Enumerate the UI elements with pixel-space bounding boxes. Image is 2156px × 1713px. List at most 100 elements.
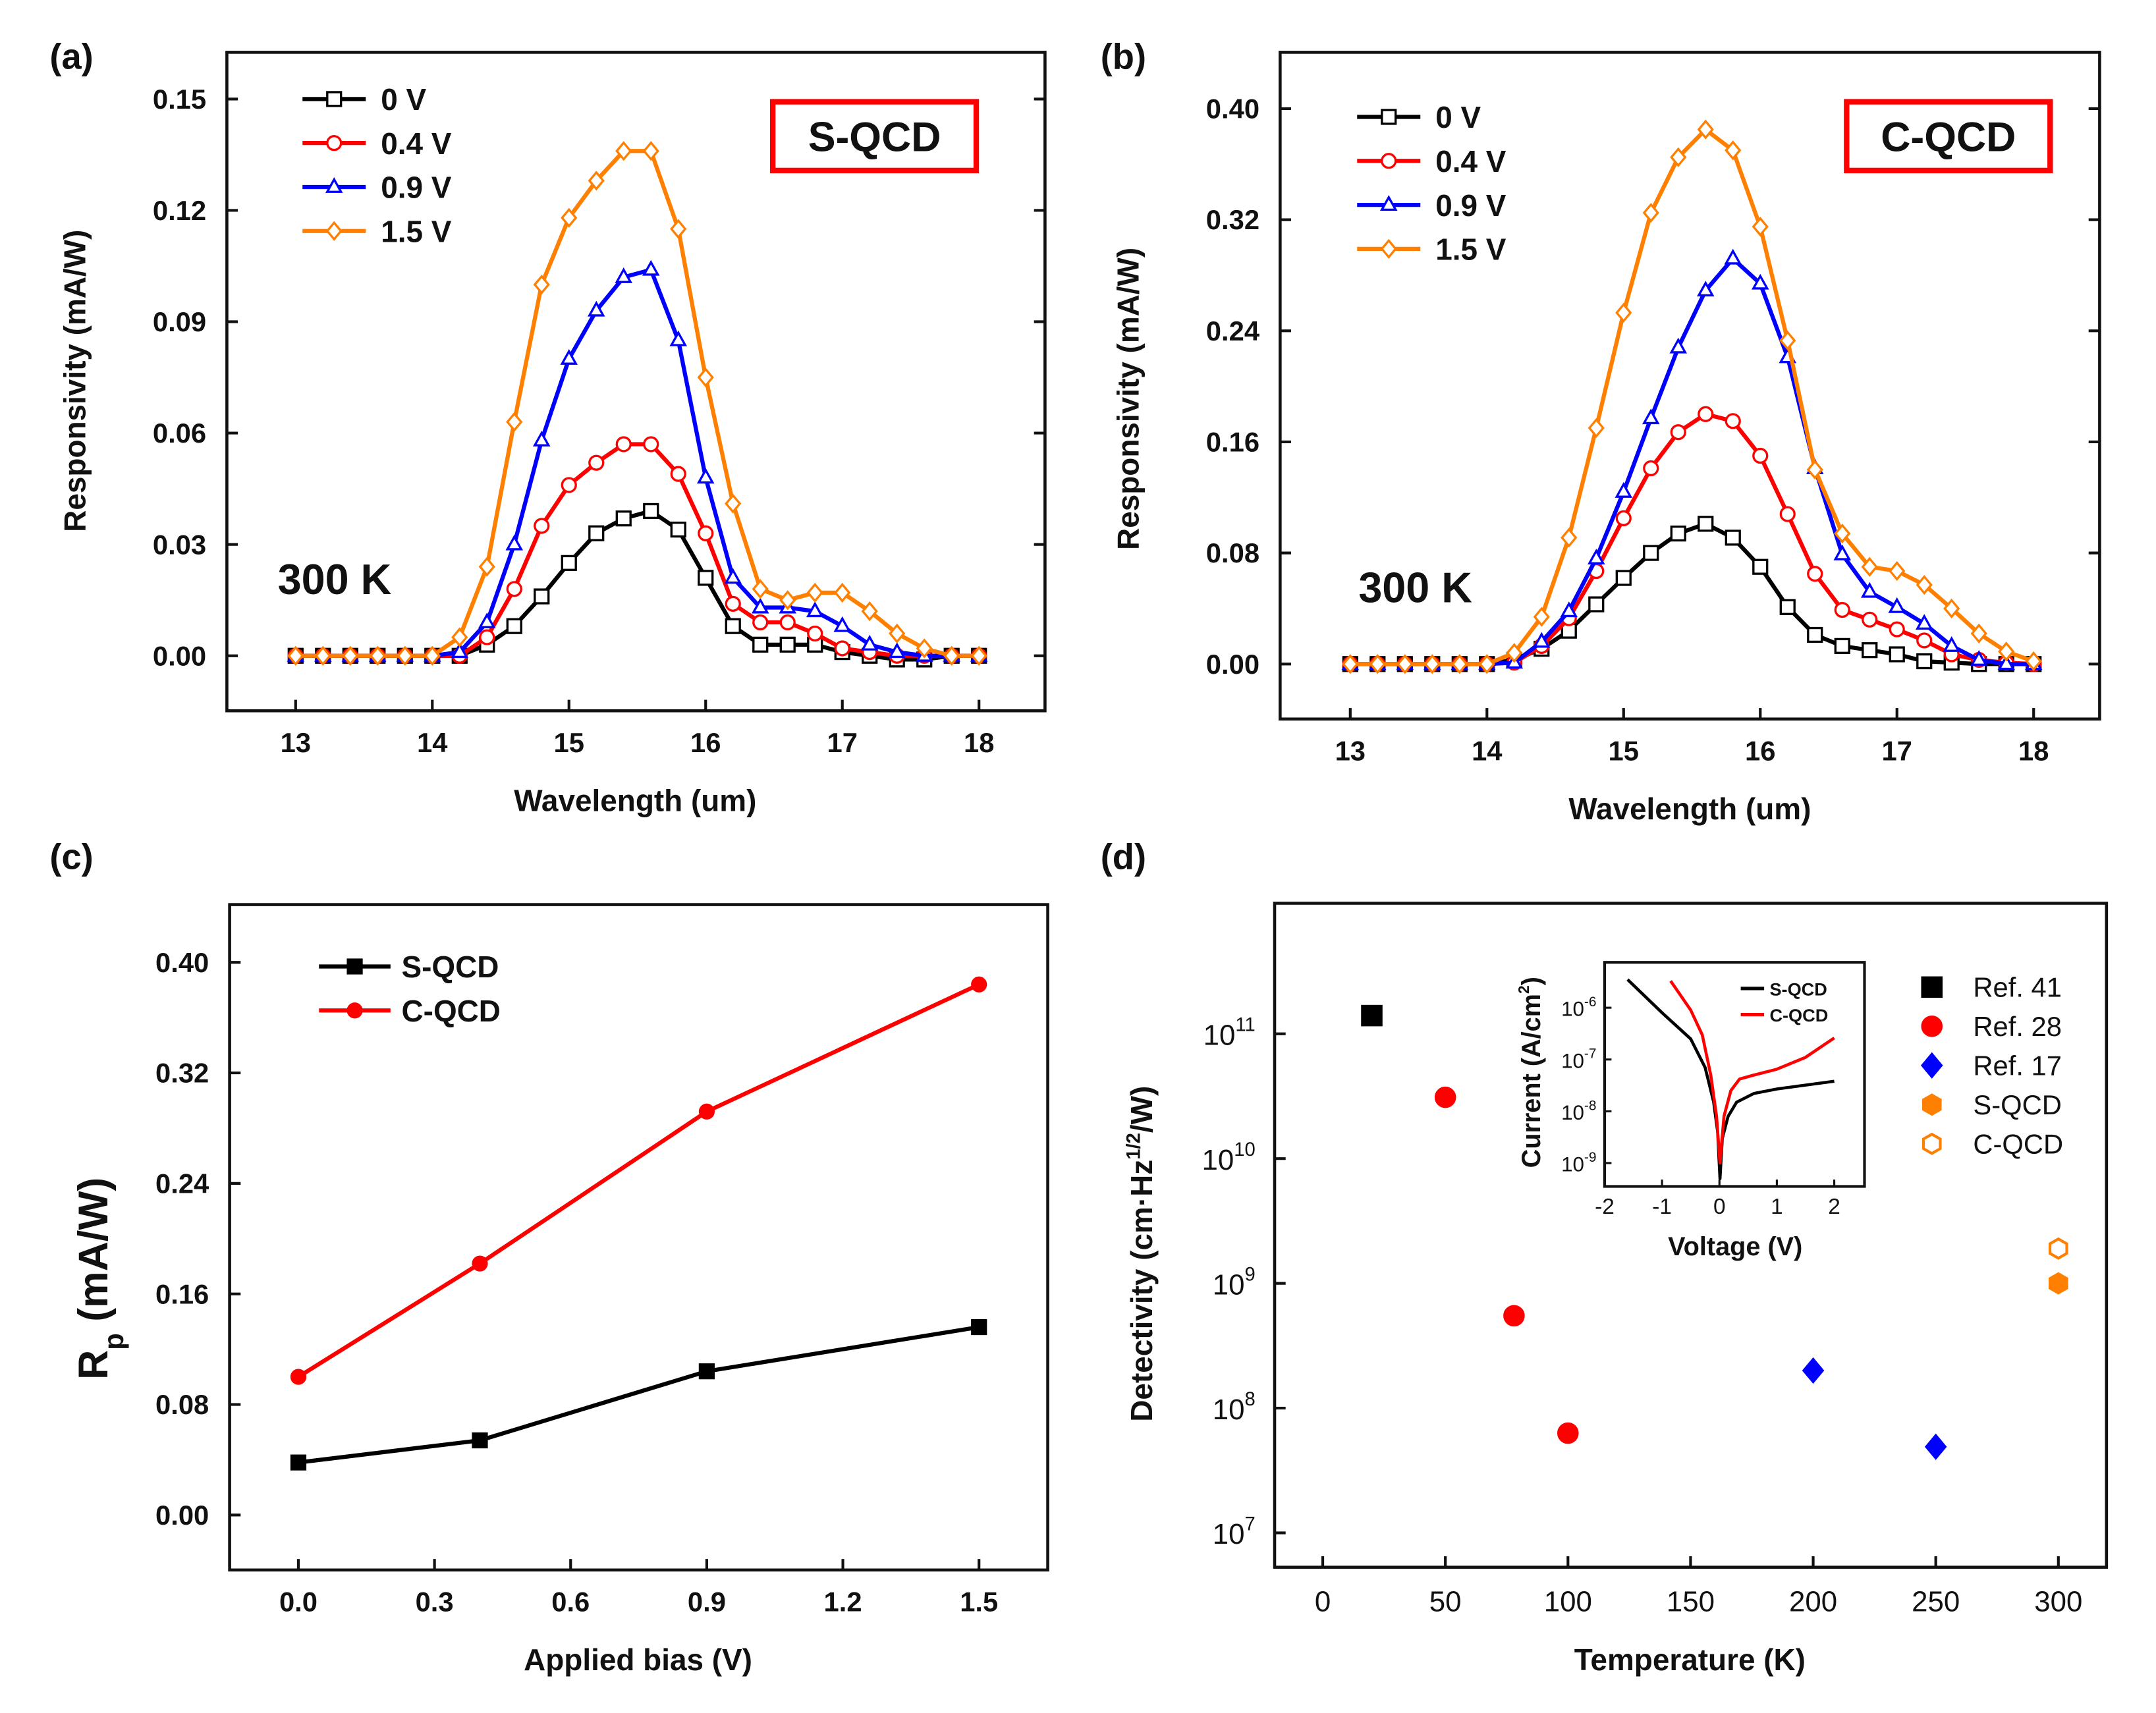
data-point — [1916, 574, 1933, 595]
y-axis-label: Detectivity (cm·Hz1/2/W) — [1123, 1086, 1159, 1422]
series-line — [298, 1324, 980, 1465]
legend-marker — [1921, 976, 1943, 998]
x-tick-label: 0.0 — [279, 1586, 318, 1617]
legend-label: C-QCD — [402, 994, 501, 1028]
data-point — [587, 300, 605, 317]
data-point — [1802, 1357, 1825, 1384]
tick-base: 10 — [1561, 1153, 1584, 1176]
data-point — [971, 1319, 987, 1336]
data-point — [1670, 525, 1686, 542]
panel-label: (c) — [49, 836, 93, 877]
data-point — [1888, 597, 1906, 613]
data-point — [1615, 481, 1633, 498]
inset-y-tick-label: 10-8 — [1561, 1098, 1596, 1124]
data-point — [1862, 642, 1878, 659]
sample-tag-label: S-QCD — [808, 115, 941, 161]
plot-frame — [1279, 51, 2101, 721]
x-tick-label: 0.9 — [688, 1586, 726, 1617]
legend-marker — [325, 177, 343, 193]
data-point — [752, 579, 769, 599]
x-tick-label: 18 — [964, 727, 994, 758]
data-point — [1451, 654, 1468, 674]
data-point — [1697, 119, 1714, 140]
data-point — [534, 518, 550, 534]
data-point — [1588, 596, 1605, 612]
data-point — [532, 430, 551, 447]
y-tick-label: 0.16 — [155, 1278, 209, 1309]
inset-y-tick-label: 10-9 — [1561, 1150, 1596, 1176]
temperature-annotation: 300 K — [1358, 563, 1472, 611]
tick-exponent: 11 — [1235, 1015, 1255, 1036]
data-point — [1752, 558, 1769, 575]
inset-x-tick-label: 0 — [1713, 1195, 1726, 1219]
legend-marker — [326, 135, 343, 151]
legend-marker — [1921, 1132, 1942, 1155]
data-point — [1834, 523, 1851, 544]
legend-label: 1.5 V — [1435, 232, 1506, 267]
data-point — [1696, 281, 1715, 297]
data-point — [670, 466, 686, 482]
x-tick-label: 0 — [1315, 1585, 1331, 1618]
data-point — [752, 614, 769, 631]
data-point — [1642, 408, 1660, 425]
data-point — [1478, 654, 1495, 674]
data-point — [588, 171, 605, 191]
y-tick-label: 107 — [1213, 1513, 1256, 1550]
data-point — [451, 642, 469, 659]
legend-marker — [1380, 238, 1397, 259]
inset-x-tick-label: 1 — [1771, 1195, 1783, 1219]
x-tick-label: 13 — [281, 727, 311, 758]
y-tick-label: 0.08 — [155, 1389, 209, 1420]
data-point — [1861, 557, 1878, 577]
data-point — [1779, 506, 1796, 522]
tick-exponent: -9 — [1584, 1150, 1597, 1165]
data-point — [1970, 650, 1988, 666]
y-tick-label: 0.12 — [153, 195, 206, 226]
data-point — [725, 493, 742, 514]
data-point — [506, 581, 522, 597]
data-point — [698, 1103, 715, 1120]
data-point — [1643, 460, 1659, 477]
data-point — [478, 612, 496, 628]
plot-frame — [228, 903, 1049, 1572]
tick-base: 10 — [1561, 1049, 1584, 1072]
inset-legend-label: S-QCD — [1769, 979, 1827, 999]
y-tick-label: 0.15 — [153, 84, 206, 115]
data-point — [1998, 641, 2015, 662]
data-point — [697, 367, 714, 388]
data-point — [1943, 598, 1960, 619]
plot-frame — [1273, 902, 2109, 1569]
x-tick-label: 0.6 — [551, 1586, 590, 1617]
x-tick-label: 14 — [1472, 735, 1502, 766]
series-S-QCD — [2048, 1272, 2068, 1295]
legend-label: S-QCD — [402, 950, 499, 984]
data-point — [916, 638, 933, 659]
legend-label: Ref. 28 — [1973, 1011, 2062, 1042]
data-point — [1862, 611, 1878, 628]
data-point — [1834, 638, 1850, 654]
data-point — [506, 618, 522, 634]
data-point — [725, 618, 741, 634]
data-point — [2048, 1272, 2068, 1295]
data-point — [1889, 621, 1905, 638]
data-point — [1807, 566, 1823, 582]
legend-label: Ref. 41 — [1973, 971, 2062, 1002]
inset-legend-label: C-QCD — [1769, 1005, 1828, 1025]
data-point — [1889, 646, 1905, 663]
inset-y-axis-label-part: Current (A/cm — [1517, 994, 1546, 1168]
data-point — [1615, 302, 1632, 323]
series-S-QCD — [290, 1319, 987, 1471]
data-point — [561, 555, 577, 571]
legend-label: 1.5 V — [381, 214, 452, 248]
y-axis-label-part: p — [97, 1333, 128, 1350]
x-tick-label: 50 — [1429, 1585, 1462, 1618]
data-point — [615, 510, 632, 527]
x-tick-label: 300 — [2034, 1585, 2082, 1618]
data-point — [478, 557, 495, 577]
data-point — [698, 570, 714, 586]
tick-exponent: 10 — [1234, 1139, 1256, 1160]
legend-label: C-QCD — [1973, 1128, 2063, 1159]
data-point — [1752, 447, 1769, 464]
data-point — [970, 645, 987, 666]
y-axis-label: Rp (mA/W) — [70, 1178, 129, 1380]
